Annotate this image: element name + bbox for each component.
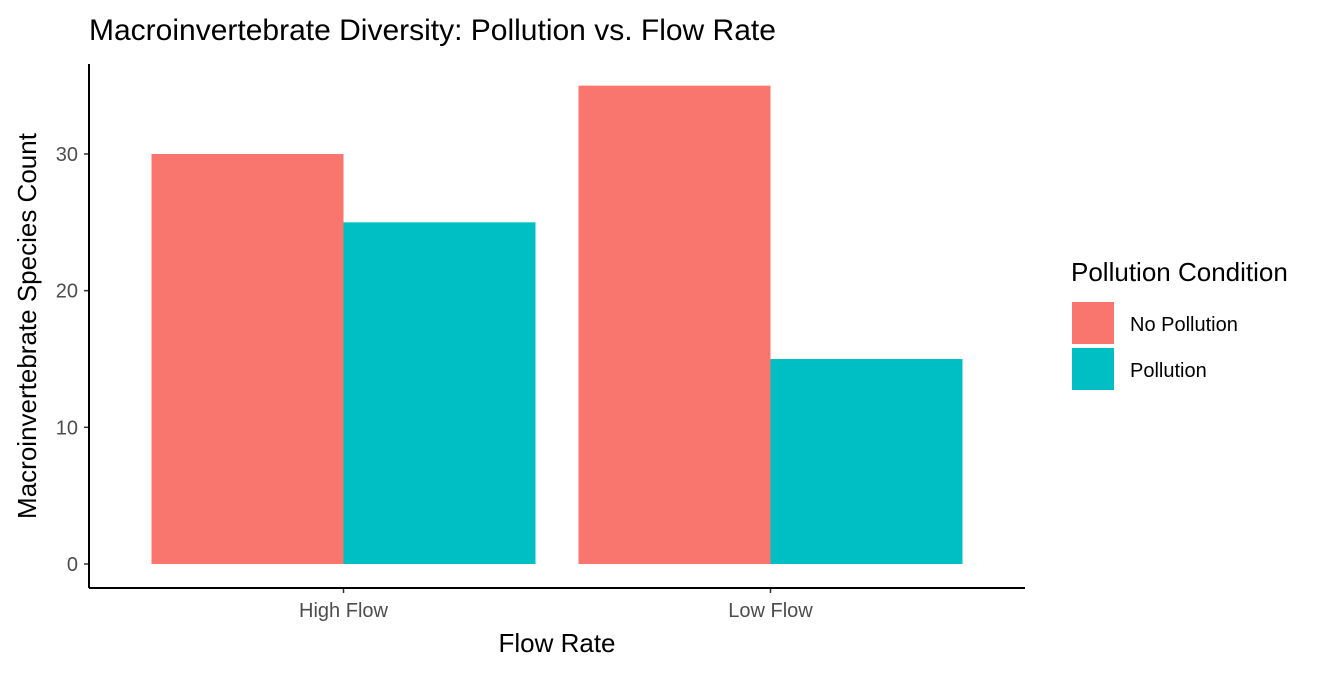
chart-title: Macroinvertebrate Diversity: Pollution v… — [89, 14, 776, 47]
bars-group — [151, 85, 963, 565]
y-tick-label: 30 — [56, 144, 78, 166]
y-tick-label: 10 — [56, 417, 78, 439]
x-tick-label: Low Flow — [728, 600, 813, 622]
legend-label-pollution: Pollution — [1130, 360, 1207, 382]
x-tick-label: High Flow — [299, 600, 388, 622]
legend-title: Pollution Condition — [1071, 257, 1288, 287]
y-tick-label: 20 — [56, 281, 78, 303]
bar-high-flow-no-pollution — [151, 153, 344, 565]
y-tick-label: 0 — [67, 554, 78, 576]
y-axis-ticks: 0 10 20 30 — [56, 144, 89, 576]
x-axis-title: Flow Rate — [498, 628, 615, 658]
x-axis-ticks: High Flow Low Flow — [299, 588, 813, 622]
bar-low-flow-pollution — [770, 358, 963, 564]
legend-label-no-pollution: No Pollution — [1130, 314, 1238, 336]
legend-swatch-pollution — [1072, 348, 1114, 390]
bar-low-flow-no-pollution — [578, 85, 771, 564]
legend: No Pollution Pollution — [1072, 302, 1238, 390]
bar-high-flow-pollution — [343, 222, 536, 564]
legend-swatch-no-pollution — [1072, 302, 1114, 344]
y-axis-title: Macroinvertebrate Species Count — [12, 132, 42, 519]
